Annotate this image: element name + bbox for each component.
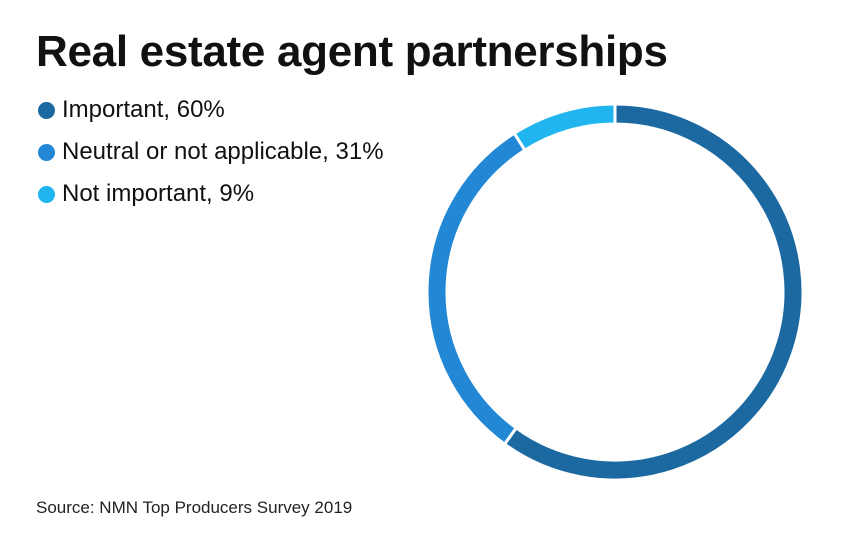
legend: Important, 60% Neutral or not applicable… [38, 96, 384, 222]
legend-item-neutral: Neutral or not applicable, 31% [38, 138, 384, 166]
legend-swatch-neutral [38, 143, 55, 161]
legend-item-not-important: Not important, 9% [38, 180, 384, 208]
donut-slices [425, 102, 805, 482]
legend-label-important: Important, 60% [62, 96, 225, 123]
legend-swatch-not-important [38, 185, 55, 203]
chart-title: Real estate agent partnerships [36, 27, 668, 76]
slice-neutral [425, 131, 528, 447]
legend-swatch-important [38, 101, 55, 119]
slice-important [502, 102, 805, 482]
source-note: Source: NMN Top Producers Survey 2019 [36, 498, 353, 517]
legend-label-neutral: Neutral or not applicable, 31% [62, 138, 384, 165]
legend-label-not-important: Not important, 9% [62, 180, 255, 207]
slice-not-important [512, 102, 617, 153]
legend-item-important: Important, 60% [38, 96, 384, 124]
